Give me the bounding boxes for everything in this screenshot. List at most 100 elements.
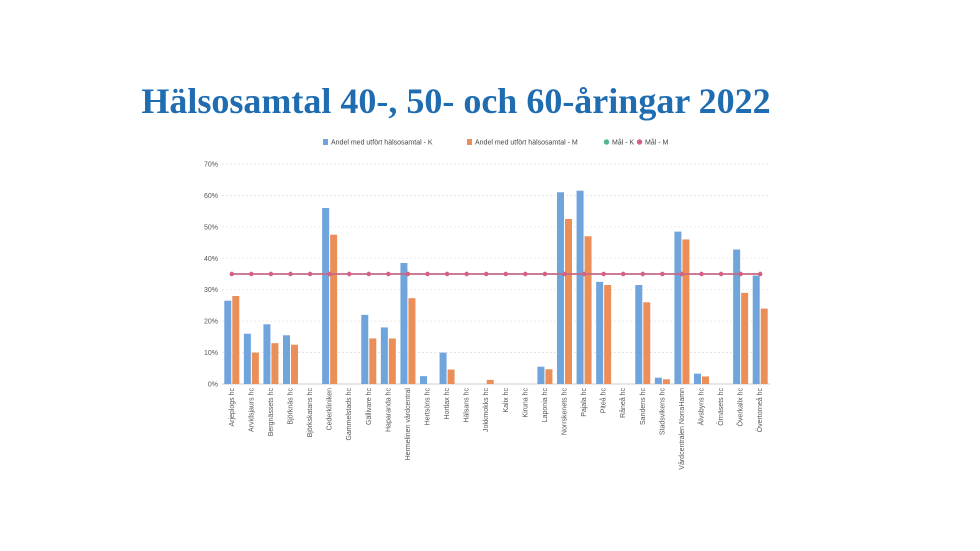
y-tick-label: 30% xyxy=(204,287,218,294)
chart-bars xyxy=(224,190,768,384)
bar-k xyxy=(654,377,662,384)
bar-m xyxy=(271,343,279,384)
bar-k xyxy=(752,275,760,384)
legend-label: Mål - M xyxy=(645,139,669,147)
x-tick-label: Övertorneå hc xyxy=(756,388,764,433)
y-tick-label: 50% xyxy=(204,224,218,231)
bar-m xyxy=(232,296,240,384)
bar-m xyxy=(408,298,416,384)
bar-m xyxy=(330,234,338,384)
x-tick-label: Hertsöns hc xyxy=(425,388,432,426)
target-point xyxy=(581,271,587,277)
bar-k xyxy=(439,352,447,384)
target-point xyxy=(679,271,685,277)
bar-k xyxy=(694,373,701,384)
chart-target-lines xyxy=(229,271,763,277)
target-point xyxy=(523,271,528,277)
x-tick-label: Arjeplogs hc xyxy=(229,388,236,427)
target-point xyxy=(542,271,548,277)
target-point xyxy=(503,271,508,277)
bar-m xyxy=(447,369,455,384)
target-point xyxy=(718,271,724,277)
x-tick-label: Råneå hc xyxy=(619,388,627,418)
legend-label: Andel med utfört hälsosamtal - K xyxy=(331,140,433,147)
x-tick-label: Pajala hc xyxy=(581,388,588,417)
bar-m xyxy=(682,239,690,384)
bar-k xyxy=(596,281,604,384)
x-tick-label: Norrskenets hc xyxy=(562,388,569,436)
target-point xyxy=(444,271,450,277)
legend-label: Andel med utfört hälsosamtal - M xyxy=(475,140,578,147)
bar-m xyxy=(251,352,259,384)
bar-k xyxy=(537,366,545,384)
target-point xyxy=(738,271,743,277)
x-tick-label: Kalix hc xyxy=(503,388,510,413)
bar-k xyxy=(263,324,271,384)
x-tick-label: Cederkliniken xyxy=(327,388,334,431)
bar-m xyxy=(291,344,298,384)
target-point xyxy=(229,271,234,277)
bar-k xyxy=(576,190,584,384)
x-tick-label: Kiruna hc xyxy=(522,388,529,418)
x-tick-label: Bergnässets hc xyxy=(268,388,275,437)
y-tick-label: 40% xyxy=(204,256,218,263)
x-tick-label: Hälsans hc xyxy=(464,388,471,423)
x-tick-label: Gällivare hc xyxy=(366,388,373,425)
bar-m xyxy=(760,308,768,384)
target-point xyxy=(405,271,411,277)
bar-m xyxy=(545,369,553,384)
x-tick-label: Björkskatans hc xyxy=(307,388,314,438)
bar-k xyxy=(400,263,408,384)
target-point xyxy=(386,271,391,277)
target-point xyxy=(268,271,274,277)
target-point xyxy=(562,271,567,277)
bar-m xyxy=(604,285,612,384)
x-tick-label: Haparanda hc xyxy=(385,388,392,432)
target-point xyxy=(366,271,371,277)
target-point xyxy=(307,271,313,277)
target-point xyxy=(758,271,763,277)
y-axis: 0% 10% 20% 30% 40% 50% 60% 70% xyxy=(204,162,218,389)
target-point xyxy=(249,271,254,277)
target-point xyxy=(347,271,352,277)
x-tick-label: Örnäsets hc xyxy=(717,388,725,426)
y-tick-label: 60% xyxy=(204,193,218,200)
x-tick-label: Stadsvikens hc xyxy=(659,388,666,436)
bar-m xyxy=(369,338,377,384)
bar-k xyxy=(283,335,290,384)
bar-m xyxy=(662,379,670,384)
target-point xyxy=(464,271,469,277)
x-tick-label: Hortlax hc xyxy=(444,388,451,420)
x-tick-label: Piteå hc xyxy=(600,388,608,414)
bar-m xyxy=(486,379,494,384)
target-point xyxy=(601,271,606,277)
bar-k xyxy=(361,314,369,384)
x-tick-label: Vårdcentralen NorraHamn xyxy=(678,388,686,470)
x-tick-label: Gammelstads hc xyxy=(346,388,353,441)
bar-k xyxy=(674,231,682,384)
bar-k xyxy=(224,300,232,384)
bar-m xyxy=(702,376,709,384)
target-point xyxy=(425,271,430,277)
x-tick-label: Jokkmokks hc xyxy=(483,388,490,432)
x-tick-label: Arvidsjaurs hc xyxy=(248,388,255,432)
bar-k xyxy=(243,333,251,384)
page-title: Hälsosamtal 40-, 50- och 60-åringar 2022 xyxy=(141,81,771,121)
y-tick-label: 70% xyxy=(204,162,218,169)
y-tick-label: 20% xyxy=(204,319,218,326)
bar-m xyxy=(565,219,572,384)
x-axis: Arjeplogs hc Arvidsjaurs hc Bergnässets hc… xyxy=(229,388,764,470)
target-point xyxy=(621,271,626,277)
target-point xyxy=(660,271,665,277)
x-tick-label: Björknäs hc xyxy=(288,388,295,425)
x-tick-label: Sandens hc xyxy=(640,388,647,425)
target-point xyxy=(327,271,332,277)
x-tick-label: Laponia hc xyxy=(542,388,549,423)
legend-swatch xyxy=(323,139,328,145)
y-tick-label: 10% xyxy=(204,350,218,357)
legend-label: Mål - K xyxy=(612,139,635,147)
target-point xyxy=(288,271,293,277)
legend-swatch xyxy=(636,139,643,145)
x-tick-label: Hermelinen vårdcentral xyxy=(404,388,412,461)
